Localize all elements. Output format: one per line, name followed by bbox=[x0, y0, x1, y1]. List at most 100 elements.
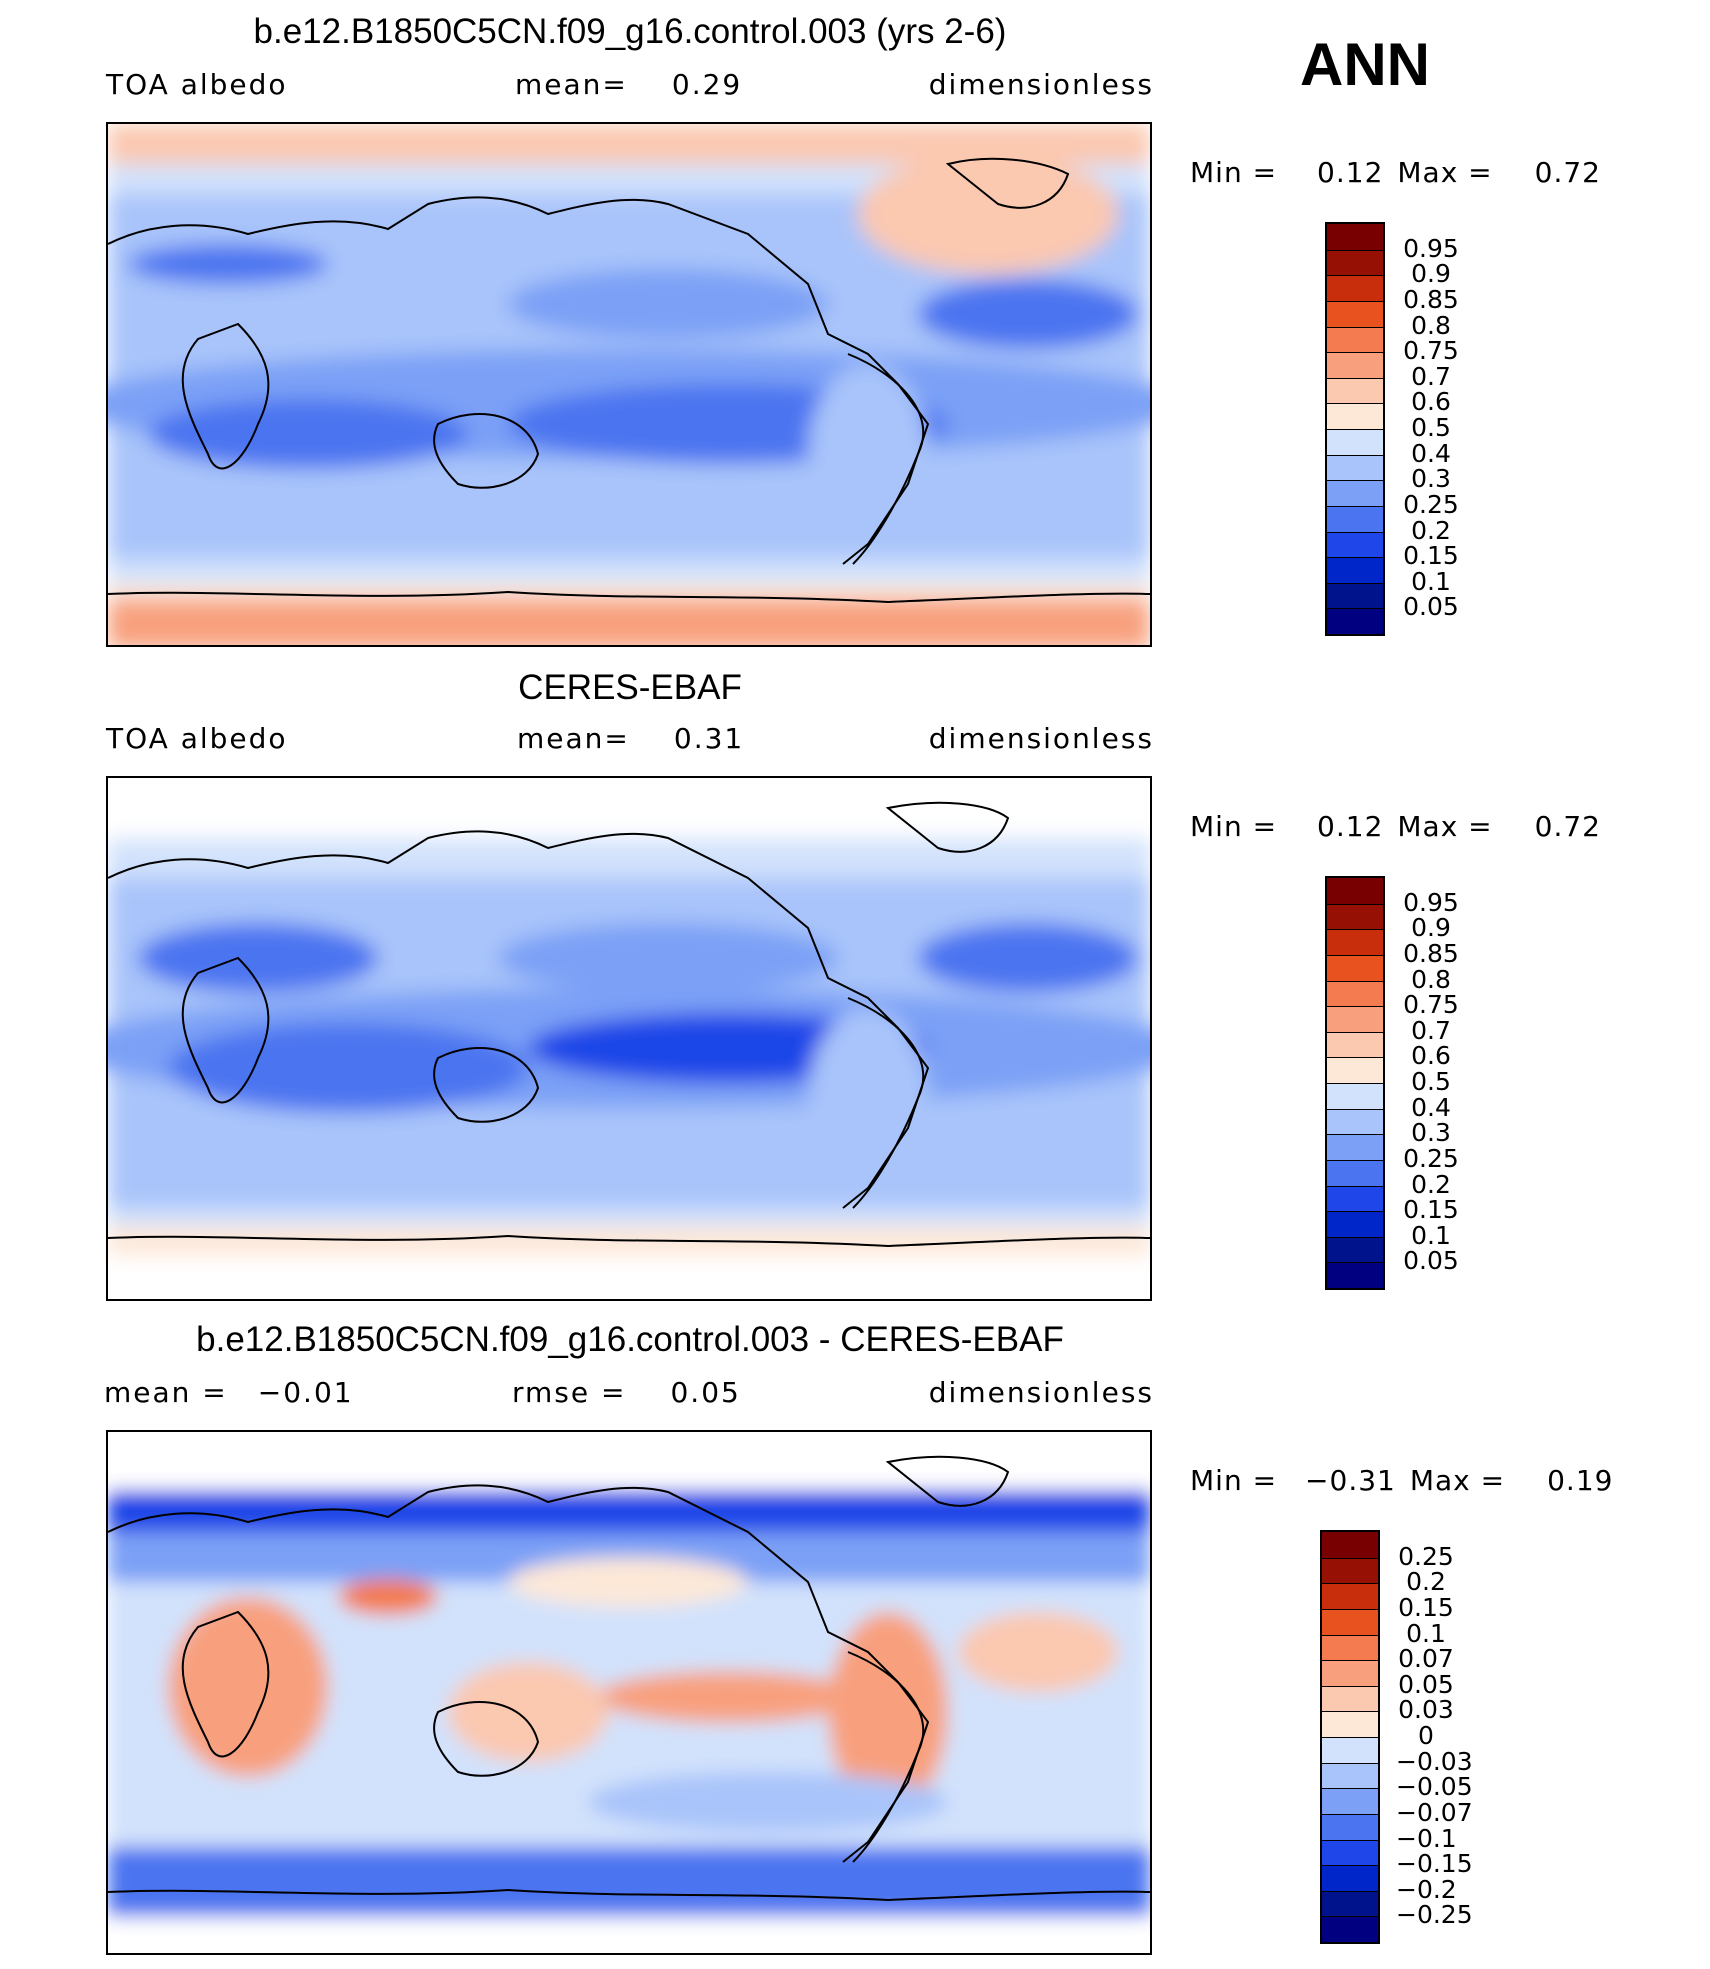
panel1-map-svg bbox=[108, 124, 1150, 645]
colorbar-box bbox=[1322, 1557, 1378, 1584]
colorbar-tick-label: 0.05 bbox=[1403, 1246, 1459, 1276]
colorbar-box bbox=[1327, 1134, 1383, 1160]
colorbar-tick-label: 0.4 bbox=[1411, 438, 1451, 468]
colorbar-box bbox=[1327, 1006, 1383, 1032]
colorbar-tick-label: −0.1 bbox=[1396, 1823, 1457, 1853]
colorbar-box bbox=[1322, 1685, 1378, 1712]
colorbar-tick-label: 0.07 bbox=[1398, 1644, 1454, 1674]
panel3-mean-text: mean = bbox=[104, 1376, 228, 1409]
colorbar-box bbox=[1327, 954, 1383, 981]
panel3-min-label: Min = bbox=[1190, 1464, 1278, 1497]
colorbar-tick-label: 0.95 bbox=[1403, 233, 1459, 263]
colorbar-box bbox=[1327, 1057, 1383, 1083]
colorbar-box bbox=[1327, 531, 1383, 558]
colorbar-box bbox=[1327, 1236, 1383, 1263]
colorbar-tick-label: 0.75 bbox=[1403, 336, 1459, 366]
colorbar-box bbox=[1322, 1711, 1378, 1737]
colorbar-tick-label: 0.2 bbox=[1406, 1567, 1446, 1597]
colorbar-tick-label: 0.85 bbox=[1403, 938, 1459, 968]
colorbar-tick-label: −0.25 bbox=[1396, 1900, 1473, 1930]
colorbar-tick-label: 0.85 bbox=[1403, 284, 1459, 314]
colorbar-box bbox=[1322, 1532, 1378, 1558]
colorbar-tick-label: −0.15 bbox=[1396, 1849, 1473, 1879]
panel1-colorbar bbox=[1325, 222, 1385, 636]
colorbar-box bbox=[1327, 608, 1383, 634]
panel1-min-label: Min = bbox=[1190, 156, 1278, 189]
colorbar-tick-label: 0.1 bbox=[1406, 1618, 1446, 1648]
colorbar-box bbox=[1327, 557, 1383, 583]
colorbar-box bbox=[1322, 1813, 1378, 1840]
panel3-max-value: 0.19 bbox=[1547, 1464, 1614, 1497]
panel3-mean-value: −0.01 bbox=[257, 1376, 354, 1409]
colorbar-box bbox=[1322, 1865, 1378, 1891]
colorbar-box bbox=[1327, 249, 1383, 276]
colorbar-box bbox=[1327, 275, 1383, 301]
colorbar-box bbox=[1327, 454, 1383, 481]
colorbar-box bbox=[1327, 1108, 1383, 1135]
colorbar-box bbox=[1322, 1583, 1378, 1609]
panel2-map bbox=[106, 776, 1152, 1301]
colorbar-tick-label: −0.2 bbox=[1396, 1874, 1457, 1904]
colorbar-tick-label: 0.5 bbox=[1411, 413, 1451, 442]
panel3-coastlines bbox=[108, 1455, 1150, 1902]
colorbar-box bbox=[1327, 878, 1383, 904]
panel3-colorbar bbox=[1320, 1530, 1380, 1944]
panel1-min-value: 0.12 bbox=[1317, 156, 1384, 189]
colorbar-box bbox=[1327, 929, 1383, 955]
panel2-field bbox=[108, 778, 1150, 1299]
colorbar-tick-label: 0.9 bbox=[1411, 913, 1451, 943]
colorbar-tick-label: 0.3 bbox=[1411, 464, 1451, 494]
colorbar-box bbox=[1327, 980, 1383, 1007]
panel1-left-label: TOA albedo bbox=[106, 68, 288, 101]
colorbar-box bbox=[1327, 300, 1383, 327]
colorbar-tick-label: 0.6 bbox=[1411, 387, 1451, 417]
panel2-min-label: Min = bbox=[1190, 810, 1278, 843]
colorbar-tick-label: 0.15 bbox=[1403, 541, 1459, 571]
colorbar-box bbox=[1327, 326, 1383, 353]
panel2-colorbar bbox=[1325, 876, 1385, 1290]
panel2-title: CERES-EBAF bbox=[518, 668, 742, 707]
panel3-rmse-text: rmse = bbox=[512, 1376, 627, 1409]
panel1-mean-label: mean= 0.29 bbox=[515, 68, 742, 101]
panel1-units: dimensionless bbox=[928, 68, 1154, 101]
panel2-mean-value: 0.31 bbox=[673, 722, 745, 755]
colorbar-box bbox=[1322, 1916, 1378, 1942]
colorbar-tick-label: 0.2 bbox=[1411, 515, 1451, 545]
colorbar-tick-label: 0 bbox=[1418, 1721, 1434, 1750]
panel3-units: dimensionless bbox=[928, 1376, 1154, 1409]
panel1-title: b.e12.B1850C5CN.f09_g16.control.003 (yrs… bbox=[253, 12, 1007, 51]
colorbar-tick-label: 0.75 bbox=[1403, 990, 1459, 1020]
panel2-min-value: 0.12 bbox=[1317, 810, 1384, 843]
colorbar-box bbox=[1327, 1083, 1383, 1109]
colorbar-tick-label: −0.05 bbox=[1396, 1772, 1473, 1802]
panel2-map-svg bbox=[108, 778, 1150, 1299]
colorbar-tick-label: 0.7 bbox=[1411, 1015, 1451, 1045]
colorbar-box bbox=[1322, 1737, 1378, 1763]
colorbar-box bbox=[1327, 352, 1383, 378]
colorbar-tick-label: 0.1 bbox=[1411, 1220, 1451, 1250]
colorbar-box bbox=[1322, 1608, 1378, 1635]
colorbar-tick-label: 0.05 bbox=[1398, 1669, 1454, 1699]
panel3-title: b.e12.B1850C5CN.f09_g16.control.003 - CE… bbox=[196, 1320, 1064, 1359]
panel2-max-value: 0.72 bbox=[1534, 810, 1601, 843]
colorbar-tick-label: 0.25 bbox=[1398, 1541, 1454, 1571]
panel2-max-label: Max = bbox=[1397, 810, 1493, 843]
colorbar-tick-label: 0.05 bbox=[1403, 592, 1459, 622]
colorbar-tick-label: 0.8 bbox=[1411, 310, 1451, 340]
panel2-coastlines bbox=[108, 801, 1150, 1248]
panel1-field bbox=[108, 124, 1150, 645]
colorbar-box bbox=[1327, 403, 1383, 429]
colorbar-tick-label: 0.95 bbox=[1403, 887, 1459, 917]
panel3-rmse-label: rmse = 0.05 bbox=[512, 1376, 741, 1409]
panel3-minmax: Min = −0.31 Max = 0.19 bbox=[1190, 1464, 1613, 1497]
colorbar-box bbox=[1327, 903, 1383, 930]
colorbar-tick-label: 0.3 bbox=[1411, 1118, 1451, 1148]
season-label: ANN bbox=[1300, 31, 1430, 98]
colorbar-tick-label: −0.07 bbox=[1396, 1797, 1473, 1827]
panel3-mean-label: mean = −0.01 bbox=[104, 1376, 354, 1409]
colorbar-tick-label: −0.03 bbox=[1396, 1746, 1473, 1776]
colorbar-tick-label: 0.25 bbox=[1403, 489, 1459, 519]
colorbar-box bbox=[1327, 1211, 1383, 1237]
panel1-mean-text: mean= bbox=[515, 68, 628, 101]
panel2-left-label: TOA albedo bbox=[106, 722, 288, 755]
